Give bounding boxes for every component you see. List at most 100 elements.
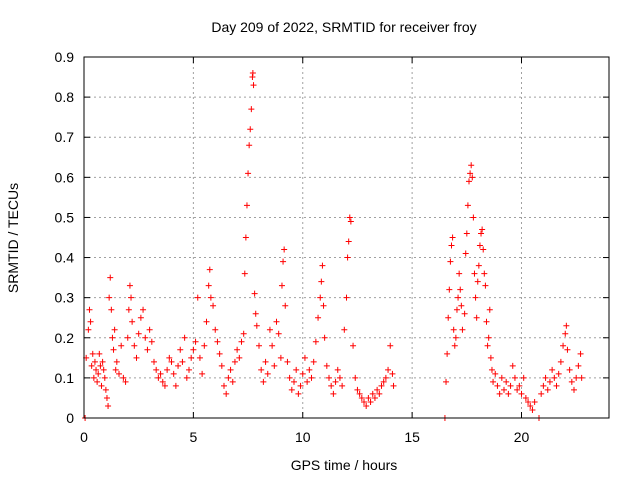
data-point — [367, 398, 374, 405]
data-point — [194, 294, 201, 301]
data-point — [334, 366, 341, 373]
data-point — [461, 310, 468, 317]
data-point — [451, 342, 458, 349]
data-point — [225, 374, 232, 381]
data-point — [299, 370, 306, 377]
data-point — [218, 362, 225, 369]
data-point — [188, 354, 195, 361]
data-point — [164, 366, 171, 373]
data-point — [266, 326, 273, 333]
data-point — [260, 378, 267, 385]
data-point — [450, 326, 457, 333]
data-point — [172, 382, 179, 389]
data-point — [496, 390, 503, 397]
data-point — [459, 326, 466, 333]
data-point — [312, 338, 319, 345]
data-point — [315, 314, 322, 321]
data-point — [568, 378, 575, 385]
data-point — [111, 326, 118, 333]
y-tick-label: 0.4 — [55, 250, 75, 266]
data-point — [473, 314, 480, 321]
data-point — [472, 294, 479, 301]
data-point — [175, 362, 182, 369]
data-point — [470, 214, 477, 221]
data-point — [482, 282, 489, 289]
x-tick-label: 20 — [514, 429, 530, 445]
x-tick-label: 10 — [295, 429, 311, 445]
data-point — [389, 370, 396, 377]
data-point — [240, 330, 247, 337]
y-tick-label: 0.5 — [55, 209, 75, 225]
chart-title: Day 209 of 2022, SRMTID for receiver fro… — [211, 19, 476, 35]
data-point — [361, 398, 367, 405]
data-point — [378, 382, 385, 389]
data-point — [525, 398, 532, 405]
data-point — [93, 366, 100, 373]
y-axis-label: SRMTID / TECUs — [5, 183, 21, 293]
data-point — [475, 262, 482, 269]
data-point — [483, 318, 490, 325]
data-point — [295, 390, 302, 397]
data-point — [310, 358, 317, 365]
data-point — [273, 318, 280, 325]
data-point — [131, 342, 138, 349]
data-point — [544, 386, 551, 393]
data-point — [246, 142, 253, 149]
data-point — [125, 306, 132, 313]
data-point — [344, 254, 351, 261]
data-point — [466, 178, 472, 185]
data-point — [321, 334, 328, 341]
data-point — [96, 350, 103, 357]
data-point — [323, 362, 330, 369]
data-point — [153, 366, 160, 373]
data-point — [347, 218, 354, 225]
data-point — [210, 302, 217, 309]
x-tick-label: 15 — [404, 429, 420, 445]
data-point — [553, 382, 560, 389]
data-point — [575, 362, 582, 369]
data-point — [469, 174, 476, 181]
data-point — [453, 306, 460, 313]
data-point — [282, 302, 289, 309]
axis-ticks — [83, 56, 609, 419]
data-point — [247, 126, 254, 133]
y-tick-label: 0.2 — [55, 330, 75, 346]
data-point — [88, 362, 95, 369]
data-point — [216, 350, 223, 357]
data-point — [286, 374, 293, 381]
data-point — [505, 390, 512, 397]
data-point — [458, 302, 465, 309]
data-point — [99, 358, 106, 365]
data-point — [101, 374, 108, 381]
tick-labels: 0 0.1 0.2 0.3 0.4 0.5 0.6 0.7 0.8 0.9 0 5 10 15 20 — [55, 49, 530, 445]
data-point — [498, 374, 505, 381]
data-point — [301, 354, 308, 361]
data-point — [212, 326, 219, 333]
data-point — [148, 338, 155, 345]
data-point — [546, 378, 553, 385]
data-point — [249, 70, 256, 77]
data-point — [97, 362, 104, 369]
data-point — [306, 366, 313, 373]
data-point — [159, 378, 166, 385]
data-point — [529, 406, 536, 413]
data-point — [304, 378, 311, 385]
data-point — [308, 374, 315, 381]
data-point — [363, 402, 370, 409]
data-point — [488, 366, 495, 373]
data-point — [518, 390, 525, 397]
data-point — [369, 390, 376, 397]
data-point — [358, 394, 365, 401]
data-point — [511, 374, 518, 381]
data-point — [122, 378, 129, 385]
data-point — [277, 354, 284, 361]
y-tick-label: 0.6 — [55, 169, 75, 185]
data-point — [113, 358, 120, 365]
data-point — [126, 282, 133, 289]
data-point — [463, 230, 470, 237]
data-point — [507, 382, 514, 389]
data-point — [520, 374, 527, 381]
y-tick-label: 0.1 — [55, 370, 75, 386]
data-point — [203, 318, 210, 325]
data-point — [248, 106, 255, 113]
